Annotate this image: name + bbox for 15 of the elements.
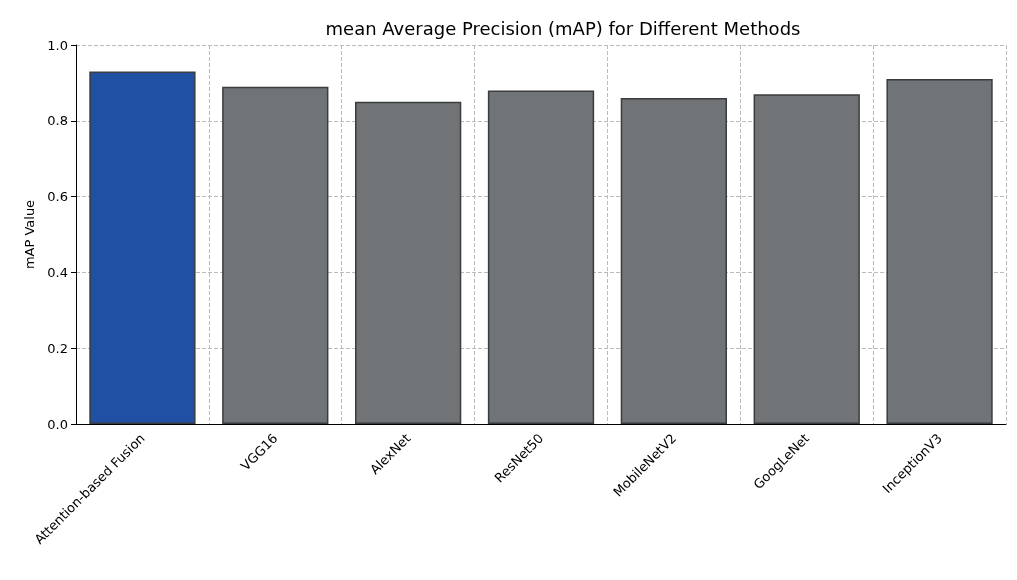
y-tick-label: 0.4 — [47, 264, 68, 280]
bar — [89, 71, 196, 424]
y-axis-title: mAP Value — [22, 199, 37, 270]
y-tick-label: 0.2 — [47, 340, 68, 356]
bar — [222, 86, 329, 424]
y-tick-label: 0.0 — [47, 416, 68, 432]
y-tick-label: 1.0 — [47, 37, 68, 53]
bar — [355, 101, 462, 424]
bar — [753, 94, 860, 424]
bar — [620, 98, 727, 424]
bar — [487, 90, 595, 424]
y-tick-label: 0.8 — [47, 113, 68, 129]
y-tick-label: 0.6 — [47, 189, 68, 205]
bar — [886, 79, 993, 424]
chart-title: mean Average Precision (mAP) for Different Methods — [325, 17, 801, 39]
